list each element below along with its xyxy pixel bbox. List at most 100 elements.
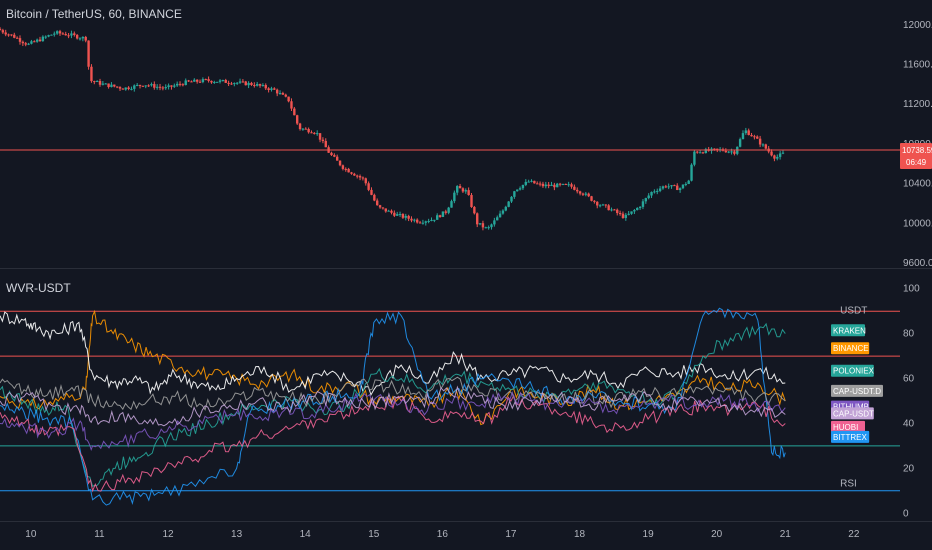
- candle: [270, 86, 273, 92]
- candle: [687, 179, 690, 185]
- candle: [676, 183, 679, 191]
- candle: [353, 172, 356, 176]
- candle: [558, 182, 562, 187]
- candle: [93, 80, 96, 85]
- candle: [135, 83, 139, 87]
- time-tick-label: 12: [162, 529, 174, 540]
- level-annotation: RSI: [840, 478, 857, 489]
- level-annotation: USDT: [840, 305, 867, 316]
- price-tick-label: 11600.00: [903, 60, 932, 71]
- candle: [670, 185, 673, 189]
- candle: [318, 133, 322, 143]
- exchange-tags: KRAKEN BINANCE POLONIEX CAP-USDT.D BITHUMBCA…: [831, 324, 883, 443]
- candle: [75, 33, 79, 40]
- candle: [121, 88, 125, 90]
- candle: [73, 31, 76, 37]
- candle: [7, 33, 10, 37]
- svg-text:HUOBI: HUOBI: [833, 423, 858, 432]
- candle: [78, 37, 82, 41]
- time-tick-label: 18: [574, 529, 586, 540]
- candle: [255, 81, 259, 87]
- indicator-title: WVR-USDT: [6, 281, 71, 295]
- candle: [313, 132, 316, 135]
- candle: [293, 106, 296, 116]
- candle: [470, 192, 473, 208]
- candle: [58, 29, 62, 36]
- candle: [387, 209, 390, 212]
- candle: [233, 82, 236, 87]
- candle: [504, 205, 507, 212]
- candle: [181, 83, 185, 87]
- candle: [10, 34, 13, 37]
- candle: [175, 81, 179, 87]
- exchange-tag: CAP-USDT.D: [831, 384, 883, 397]
- candle: [456, 185, 459, 196]
- time-tick-label: 13: [231, 529, 243, 540]
- candle: [578, 190, 582, 196]
- candle: [487, 225, 490, 230]
- indicator-series: [0, 307, 786, 506]
- candle: [30, 39, 33, 45]
- candle: [438, 214, 442, 218]
- candle: [596, 201, 599, 209]
- price-tick-label: 11200.00: [903, 99, 932, 110]
- candle: [41, 35, 45, 42]
- candle: [195, 79, 199, 84]
- candle: [616, 208, 619, 216]
- candle: [553, 182, 556, 191]
- candle: [338, 160, 342, 167]
- candle: [284, 93, 287, 98]
- candle: [744, 127, 748, 135]
- candle: [501, 209, 505, 215]
- candle: [538, 181, 542, 187]
- candle: [724, 148, 728, 153]
- candle: [727, 151, 730, 154]
- candle: [327, 145, 330, 153]
- current-price-label: 10738.59: [902, 146, 932, 155]
- candle: [756, 135, 759, 139]
- candle: [161, 86, 165, 91]
- candle: [64, 31, 67, 36]
- svg-text:BITHUMB: BITHUMB: [833, 403, 869, 412]
- candle: [678, 187, 682, 193]
- candle: [610, 207, 613, 212]
- candle: [0, 27, 2, 31]
- candle: [153, 81, 156, 90]
- svg-text:BINANCE: BINANCE: [833, 344, 869, 353]
- current-price-tag-bg: [900, 143, 932, 170]
- candle: [304, 127, 307, 130]
- candle: [384, 208, 387, 213]
- candle: [278, 90, 282, 95]
- time-axis: 10 11 12 13 14 15 16 17 18 19 20 21 22: [25, 529, 860, 540]
- candle: [244, 80, 247, 86]
- candle: [590, 195, 593, 202]
- time-tick-label: 15: [368, 529, 380, 540]
- candle: [190, 80, 193, 83]
- candle: [684, 182, 688, 187]
- candle: [124, 87, 127, 91]
- indicator-line: [0, 322, 786, 487]
- candle: [690, 163, 693, 182]
- candle: [201, 77, 205, 84]
- candle: [235, 82, 239, 85]
- exchange-tag: BINANCE: [831, 342, 870, 355]
- candle: [15, 36, 19, 39]
- candle: [444, 209, 447, 215]
- candle: [315, 130, 319, 136]
- candle: [310, 130, 313, 134]
- candle: [738, 137, 742, 148]
- candle: [664, 184, 668, 189]
- candle: [273, 87, 276, 90]
- candle: [618, 210, 622, 216]
- candle: [404, 213, 407, 221]
- candle: [258, 83, 262, 88]
- candle: [358, 174, 362, 181]
- candle: [221, 79, 225, 82]
- candle: [227, 80, 230, 87]
- candle: [450, 199, 453, 208]
- candle: [247, 81, 250, 89]
- candle: [587, 192, 590, 198]
- indicator-tick-label: 80: [903, 329, 915, 340]
- candle: [393, 210, 396, 218]
- indicator-y-axis: 0 20 40 60 80 100: [903, 284, 920, 520]
